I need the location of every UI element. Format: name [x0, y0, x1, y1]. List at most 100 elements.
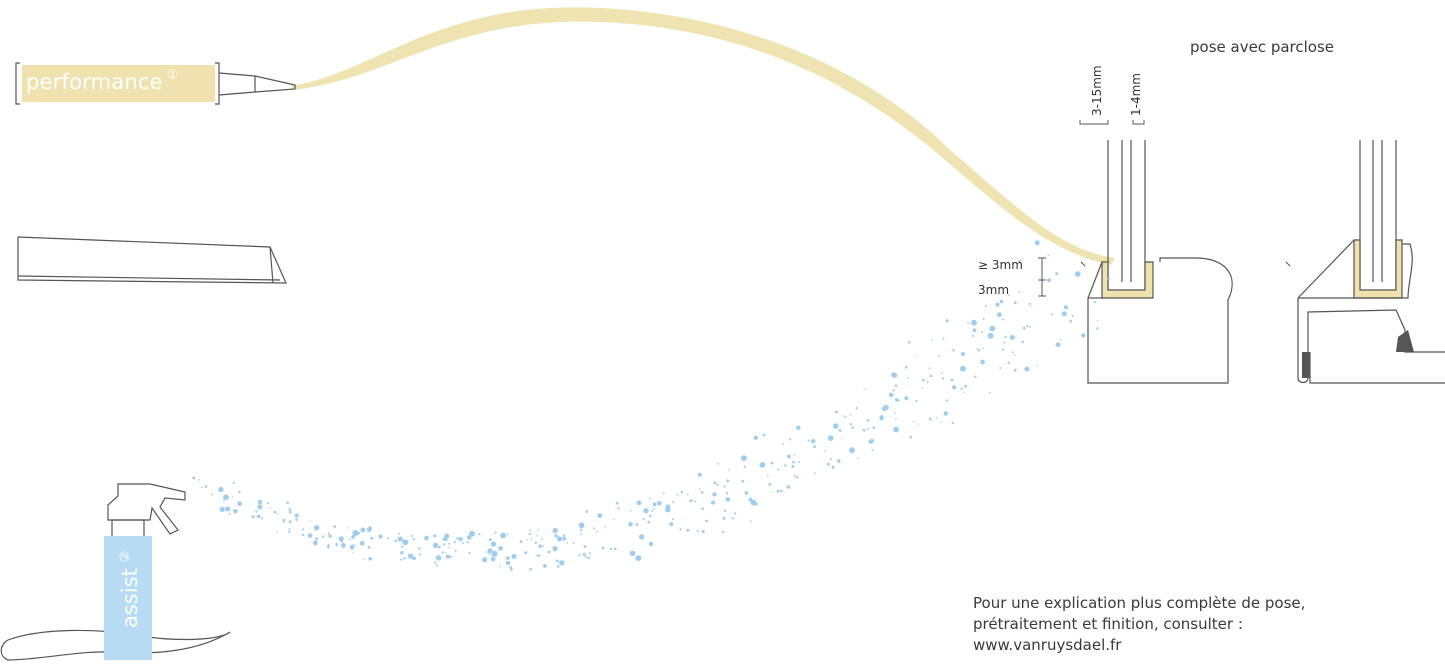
spray-droplet: [672, 518, 674, 520]
spray-droplet: [454, 541, 456, 543]
spray-droplet: [814, 472, 816, 474]
spray-droplet: [914, 356, 915, 357]
spray-droplet: [867, 428, 869, 430]
spray-droplet: [233, 482, 235, 484]
spray-droplet: [400, 558, 402, 560]
spray-droplet: [895, 398, 898, 401]
dim-gap-width: 3-15mm: [1090, 65, 1104, 116]
spray-droplet: [370, 537, 373, 540]
spray-droplet: [827, 463, 830, 466]
spray-droplet: [211, 494, 213, 496]
spray-droplet: [398, 537, 403, 542]
spray-droplet: [1014, 301, 1017, 304]
spray-droplet: [780, 490, 783, 493]
spray-droplet: [728, 469, 730, 471]
dimension-marks: [1038, 120, 1290, 296]
spray-droplet: [527, 539, 529, 541]
spray-droplet: [548, 551, 551, 554]
assist-label: assist②: [118, 551, 142, 628]
spray-droplet: [864, 430, 866, 432]
spray-droplet: [951, 379, 954, 382]
spray-droplet: [976, 348, 977, 349]
spray-droplet: [1018, 291, 1020, 293]
spray-droplet: [884, 405, 889, 410]
spray-droplet: [556, 560, 559, 563]
spray-droplet: [909, 436, 912, 439]
spray-droplet: [864, 389, 865, 390]
spray-droplet: [653, 503, 657, 507]
spray-droplet: [732, 517, 734, 519]
spray-droplet: [983, 318, 985, 320]
spray-droplet: [401, 546, 403, 548]
cartridge-bracket-right: [215, 63, 219, 104]
spray-droplet: [777, 490, 780, 493]
spray-droplet: [982, 348, 984, 350]
spray-droplet: [1097, 320, 1098, 321]
spray-droplet: [894, 412, 896, 414]
spray-droplet: [585, 556, 587, 558]
page-title: pose avec parclose: [1190, 38, 1334, 56]
spray-droplet: [636, 555, 642, 561]
spray-droplet: [261, 517, 263, 519]
spray-droplet: [1075, 271, 1081, 277]
spray-droplet: [593, 527, 595, 529]
spray-droplet: [762, 462, 765, 465]
spray-droplet: [681, 491, 683, 493]
spray-droplet: [205, 485, 208, 488]
spray-droplet: [999, 367, 1001, 369]
spray-droplet: [1096, 327, 1098, 329]
spray-droplet: [482, 557, 487, 562]
spray-droplet: [233, 509, 237, 513]
spray-droplet: [989, 392, 991, 394]
spray-droplet: [698, 473, 702, 477]
spray-droplet: [295, 513, 299, 517]
spray-droplet: [839, 429, 842, 432]
spray-droplet: [726, 492, 728, 494]
spray-droplet: [289, 528, 291, 530]
spray-droplet: [557, 565, 560, 568]
spray-droplet: [309, 521, 310, 522]
spray-droplet: [580, 529, 582, 531]
spray-droplet: [1024, 367, 1029, 372]
spray-droplet: [273, 511, 276, 514]
spray-droplet: [651, 510, 653, 512]
spray-droplet: [282, 519, 285, 522]
spray-droplet: [794, 454, 795, 455]
spray-droplet: [938, 355, 940, 357]
spray-droplet: [946, 319, 949, 322]
spray-droplet: [610, 548, 612, 550]
spray-droplet: [333, 525, 336, 528]
spray-droplet: [563, 534, 565, 536]
spray-droplet: [796, 426, 800, 430]
spray-droplet: [352, 530, 358, 536]
spray-droplet: [653, 508, 655, 510]
spray-droplet: [927, 381, 929, 383]
spray-droplet: [341, 541, 343, 543]
spray-droplet: [1081, 333, 1085, 337]
spray-droplet: [980, 360, 985, 365]
spray-droplet: [589, 552, 591, 554]
spray-droplet: [702, 530, 705, 533]
spray-droplet: [787, 455, 791, 459]
spray-droplet: [412, 556, 416, 560]
spray-droplet: [404, 557, 406, 559]
footer-link[interactable]: www.vanruysdael.fr: [973, 635, 1305, 656]
spray-droplets: [192, 240, 1110, 571]
spray-droplet: [199, 479, 201, 481]
spray-droplet: [1021, 341, 1024, 344]
spray-droplet: [1014, 354, 1016, 356]
spray-droplet: [462, 542, 464, 544]
spray-droplet: [360, 541, 365, 546]
spray-droplet: [506, 556, 510, 560]
spray-droplet: [498, 546, 503, 551]
spray-droplet: [583, 553, 586, 556]
spray-droplet: [679, 528, 681, 530]
bottle-neck: [112, 520, 144, 536]
footer-line-1: Pour une explication plus complète de po…: [973, 593, 1305, 614]
spray-droplet: [792, 461, 795, 464]
spray-droplet: [469, 531, 475, 537]
spray-droplet: [327, 546, 330, 549]
spray-droplet: [1002, 318, 1004, 320]
spray-droplet: [255, 510, 257, 512]
spray-droplet: [724, 510, 726, 512]
